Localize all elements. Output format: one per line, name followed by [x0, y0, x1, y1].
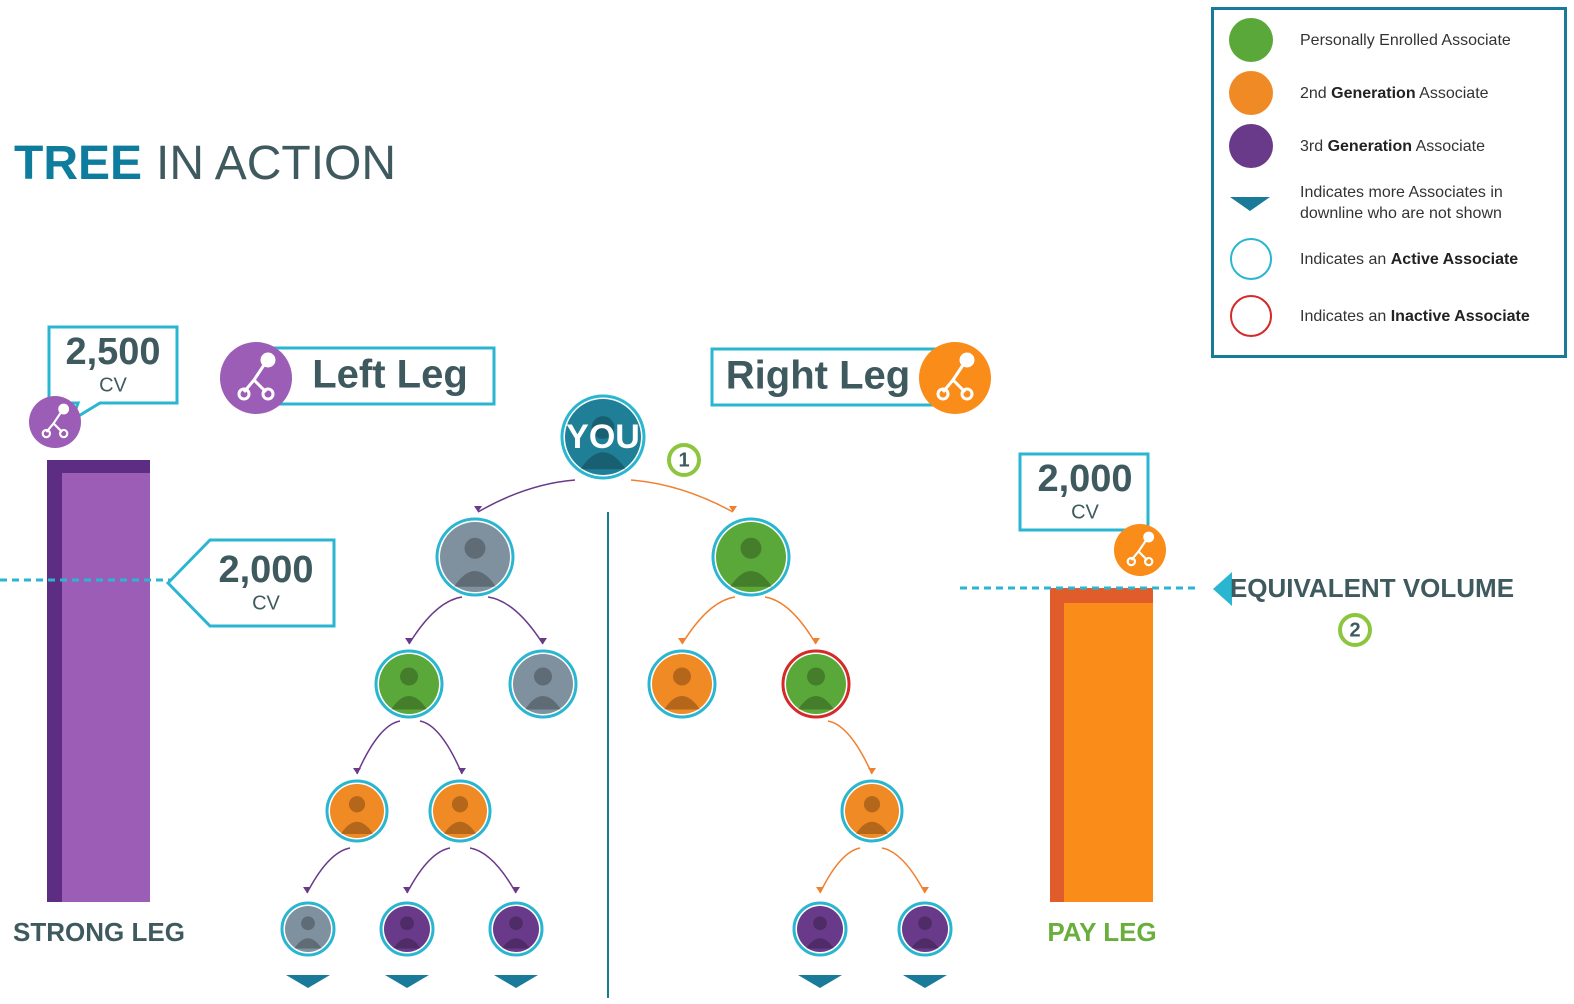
node-head [807, 668, 825, 686]
cv-unit: CV [1071, 501, 1099, 523]
strong-leg-label: STRONG LEG [13, 917, 185, 947]
leg-label: Left Leg [312, 353, 468, 397]
legend-icon [1229, 18, 1273, 62]
node-head [349, 796, 365, 812]
arrow-head [816, 887, 824, 893]
arrow-head [868, 768, 876, 774]
legend-text: Personally Enrolled Associate [1300, 32, 1511, 49]
legend-text: Active Associate [1391, 251, 1518, 268]
arrow [765, 597, 816, 644]
arrow-head [678, 638, 686, 644]
cv-value: 2,000 [218, 549, 313, 591]
arrow [420, 721, 462, 774]
glyph-dot [262, 354, 274, 366]
you-label: YOU [566, 418, 640, 456]
legend-icon [1231, 239, 1271, 279]
glyph-dot [1144, 533, 1153, 542]
cv-unit: CV [252, 592, 280, 614]
node-head [400, 916, 414, 930]
arrow [409, 597, 462, 644]
more-marker [385, 975, 429, 988]
arrow [478, 480, 575, 512]
arrow [631, 480, 733, 512]
legend-text: 3rd [1300, 138, 1328, 155]
arrow-head [512, 887, 520, 893]
legend-item: 3rd Generation Associate [1300, 136, 1562, 157]
arrow-head [458, 768, 466, 774]
more-marker [494, 975, 538, 988]
arrow [682, 597, 735, 644]
arrow-head [303, 887, 311, 893]
leg-label: Right Leg [726, 354, 910, 398]
node-head [400, 668, 418, 686]
legend-item: Indicates more Associates in downline wh… [1300, 182, 1562, 224]
arrow [357, 721, 400, 774]
strong-bar-face [62, 473, 150, 902]
legend-icon [1229, 124, 1273, 168]
node-head [465, 538, 486, 559]
legend-text: Associate [1412, 138, 1485, 155]
cv-unit: CV [99, 374, 127, 396]
node-head [741, 538, 762, 559]
legend-text: Indicates an [1300, 251, 1391, 268]
node-head [509, 916, 523, 930]
equivalent-label: EQUIVALENT VOLUME [1230, 573, 1514, 603]
glyph-dot [961, 354, 973, 366]
arrow-head [403, 887, 411, 893]
legend-item: Indicates an Active Associate [1300, 249, 1562, 270]
cv-value: 2,500 [65, 331, 160, 373]
pay-bar-face [1064, 603, 1153, 902]
arrow-head [812, 638, 820, 644]
arrow [470, 848, 516, 893]
legend-icon [1231, 296, 1271, 336]
pay-leg-label: PAY LEG [1047, 917, 1156, 947]
legend-text: Inactive Associate [1391, 308, 1530, 325]
page: TREEIN ACTION 2,500CV2,000CV2,000CVSTRON… [0, 0, 1574, 1004]
legend-text: Generation [1328, 138, 1412, 155]
legend-item: 2nd Generation Associate [1300, 83, 1562, 104]
arrow-head [405, 638, 413, 644]
arrow [307, 848, 350, 893]
arrow [407, 848, 450, 893]
node-head [918, 916, 932, 930]
legend-text: 2nd [1300, 85, 1331, 102]
arrow-head [353, 768, 361, 774]
node-head [301, 916, 315, 930]
step-number: 2 [1349, 619, 1360, 641]
node-head [534, 668, 552, 686]
legend-text: Associate [1416, 85, 1489, 102]
more-marker [798, 975, 842, 988]
arrow [820, 848, 860, 893]
legend-item: Indicates an Inactive Associate [1300, 306, 1562, 327]
glyph-dot [59, 405, 68, 414]
node-head [813, 916, 827, 930]
legend-icon [1230, 197, 1270, 211]
arrow [828, 721, 872, 774]
legend-text: Generation [1331, 85, 1415, 102]
legend-text: Indicates an [1300, 308, 1391, 325]
legend-icon [1229, 71, 1273, 115]
legend-item: Personally Enrolled Associate [1300, 30, 1562, 51]
arrow [882, 848, 925, 893]
title: TREEIN ACTION [14, 137, 396, 190]
more-marker [903, 975, 947, 988]
legend: Personally Enrolled Associate 2nd Generat… [1211, 7, 1567, 358]
more-marker [286, 975, 330, 988]
node-head [864, 796, 880, 812]
legend-text: Indicates more Associates in downline wh… [1300, 184, 1507, 222]
arrow-head [921, 887, 929, 893]
step-number: 1 [678, 449, 689, 471]
arrow [488, 597, 543, 644]
node-head [673, 668, 691, 686]
cv-value: 2,000 [1037, 458, 1132, 500]
node-head [452, 796, 468, 812]
